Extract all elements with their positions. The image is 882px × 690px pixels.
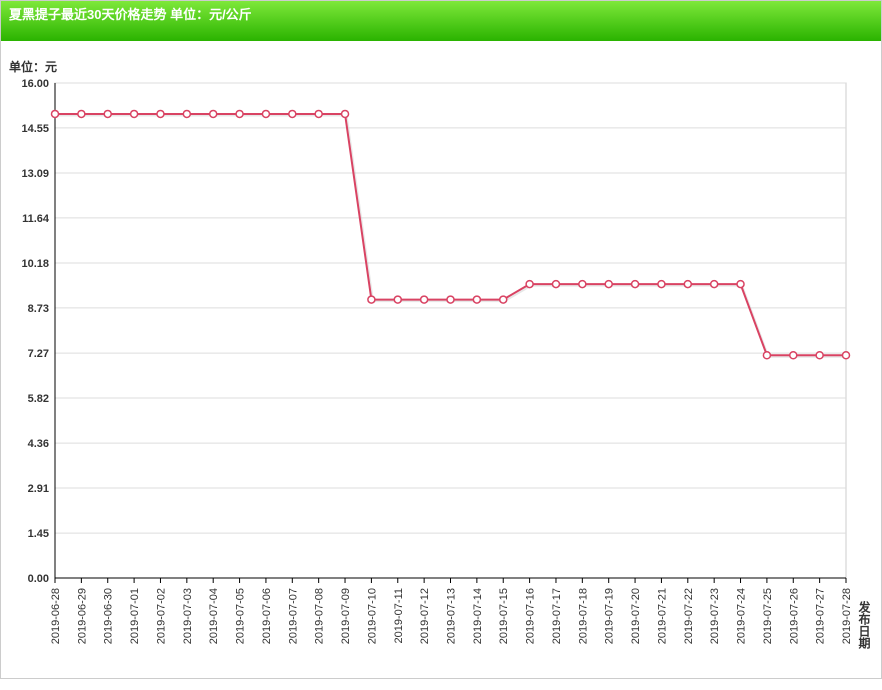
svg-text:10.18: 10.18 bbox=[21, 258, 49, 270]
svg-text:1.45: 1.45 bbox=[28, 528, 49, 540]
y-axis-title: 单位：元 bbox=[9, 58, 57, 75]
svg-text:2019-07-28: 2019-07-28 bbox=[841, 588, 853, 644]
svg-text:11.64: 11.64 bbox=[22, 213, 50, 225]
svg-text:2019-07-01: 2019-07-01 bbox=[129, 588, 141, 644]
chart-header: 夏黑提子最近30天价格走势 单位：元/公斤 bbox=[1, 1, 881, 41]
svg-text:2019-07-16: 2019-07-16 bbox=[525, 588, 537, 644]
svg-text:2.91: 2.91 bbox=[28, 483, 49, 495]
svg-text:2019-07-26: 2019-07-26 bbox=[788, 588, 800, 644]
svg-text:2019-07-02: 2019-07-02 bbox=[155, 588, 167, 644]
chart-svg: 0.00 1.45 2.91 4.36 5.82 7.27 8.73 10.18 11.64 13… bbox=[1, 41, 882, 690]
svg-text:7.27: 7.27 bbox=[28, 348, 49, 360]
x-axis-title: 发布日期 bbox=[856, 601, 873, 649]
svg-text:0.00: 0.00 bbox=[28, 573, 49, 585]
svg-text:2019-07-05: 2019-07-05 bbox=[235, 588, 247, 644]
svg-text:2019-07-13: 2019-07-13 bbox=[446, 588, 458, 644]
chart-title: 夏黑提子最近30天价格走势 单位：元/公斤 bbox=[9, 7, 252, 22]
svg-text:2019-07-12: 2019-07-12 bbox=[419, 588, 431, 644]
svg-text:2019-06-29: 2019-06-29 bbox=[76, 588, 88, 644]
chart-container: 夏黑提子最近30天价格走势 单位：元/公斤 单位：元 发布日期 0.00 1.45… bbox=[0, 0, 882, 679]
svg-text:2019-07-11: 2019-07-11 bbox=[393, 588, 405, 643]
svg-text:2019-07-09: 2019-07-09 bbox=[340, 588, 352, 644]
svg-text:2019-07-23: 2019-07-23 bbox=[709, 588, 721, 644]
svg-text:2019-07-18: 2019-07-18 bbox=[577, 588, 589, 644]
svg-text:2019-07-19: 2019-07-19 bbox=[604, 588, 616, 644]
svg-text:2019-07-17: 2019-07-17 bbox=[551, 588, 563, 644]
svg-text:16.00: 16.00 bbox=[21, 78, 49, 90]
svg-text:2019-07-21: 2019-07-21 bbox=[656, 588, 668, 644]
svg-text:13.09: 13.09 bbox=[21, 168, 49, 180]
svg-text:5.82: 5.82 bbox=[28, 393, 49, 405]
svg-text:2019-07-25: 2019-07-25 bbox=[762, 588, 774, 644]
svg-text:2019-07-06: 2019-07-06 bbox=[261, 588, 273, 644]
svg-text:2019-07-04: 2019-07-04 bbox=[208, 588, 220, 644]
svg-text:2019-07-24: 2019-07-24 bbox=[736, 588, 748, 644]
svg-text:2019-07-08: 2019-07-08 bbox=[314, 588, 326, 644]
svg-text:2019-07-07: 2019-07-07 bbox=[287, 588, 299, 644]
svg-text:2019-06-30: 2019-06-30 bbox=[103, 588, 115, 644]
svg-text:2019-07-27: 2019-07-27 bbox=[815, 588, 827, 644]
svg-text:14.55: 14.55 bbox=[21, 123, 49, 135]
svg-text:4.36: 4.36 bbox=[28, 438, 49, 450]
svg-text:2019-07-10: 2019-07-10 bbox=[366, 588, 378, 644]
svg-text:2019-06-28: 2019-06-28 bbox=[50, 588, 62, 644]
svg-text:2019-07-14: 2019-07-14 bbox=[472, 588, 484, 644]
svg-text:8.73: 8.73 bbox=[28, 303, 49, 315]
svg-text:2019-07-03: 2019-07-03 bbox=[182, 588, 194, 644]
svg-text:2019-07-15: 2019-07-15 bbox=[498, 588, 510, 644]
svg-text:2019-07-20: 2019-07-20 bbox=[630, 588, 642, 644]
svg-text:2019-07-22: 2019-07-22 bbox=[683, 588, 695, 644]
chart-area: 单位：元 发布日期 0.00 1.45 2.91 4.36 5.82 7.27 8.73 10… bbox=[1, 41, 882, 690]
